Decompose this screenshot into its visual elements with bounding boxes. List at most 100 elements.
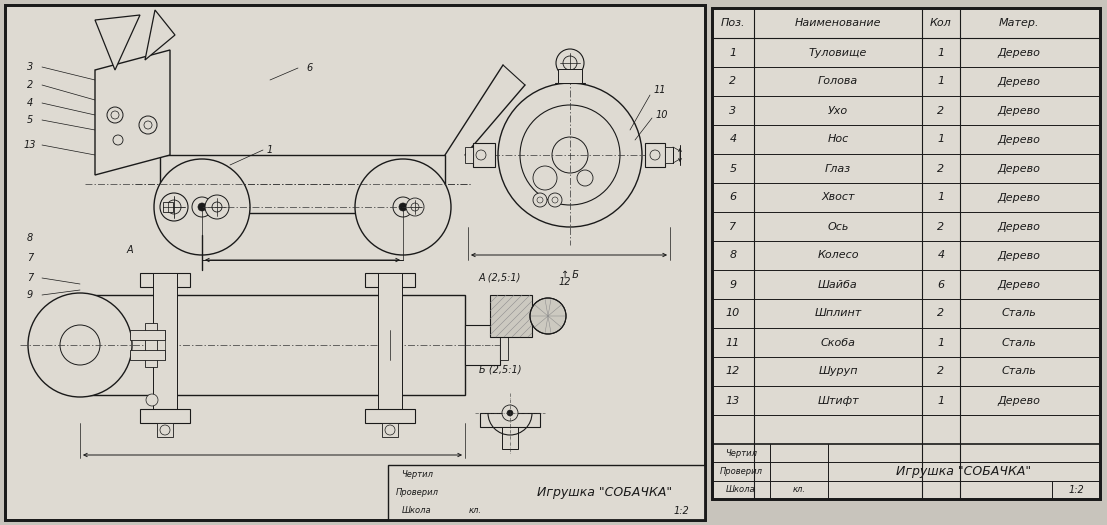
Text: 5: 5 <box>730 163 736 173</box>
Text: 6: 6 <box>730 193 736 203</box>
Circle shape <box>192 197 213 217</box>
Text: Ось: Ось <box>827 222 849 232</box>
Text: 1:2: 1:2 <box>673 506 689 516</box>
Bar <box>712 8 1100 499</box>
Text: 2: 2 <box>938 222 944 232</box>
Text: Кол: Кол <box>930 18 952 28</box>
Circle shape <box>501 405 518 421</box>
Text: Дерево: Дерево <box>997 47 1041 58</box>
Text: Дерево: Дерево <box>997 163 1041 174</box>
Text: Чертил: Чертил <box>401 470 433 479</box>
Bar <box>130 350 165 360</box>
Text: Нос: Нос <box>827 134 849 144</box>
Circle shape <box>548 193 562 207</box>
Text: Голова: Голова <box>818 77 858 87</box>
Text: 2: 2 <box>938 106 944 116</box>
Bar <box>365 273 415 287</box>
Text: Б (2,5:1): Б (2,5:1) <box>478 365 521 375</box>
Text: 13: 13 <box>23 140 37 150</box>
Bar <box>145 323 157 367</box>
Text: 7: 7 <box>730 222 736 232</box>
Circle shape <box>154 159 250 255</box>
Circle shape <box>507 410 513 416</box>
Bar <box>382 423 399 437</box>
Circle shape <box>399 203 407 211</box>
Text: 6: 6 <box>307 63 313 73</box>
Text: 11: 11 <box>654 85 666 95</box>
Text: Дерево: Дерево <box>997 106 1041 116</box>
Bar <box>365 409 415 423</box>
Polygon shape <box>95 50 170 175</box>
Text: Глаз: Глаз <box>825 163 851 173</box>
Bar <box>153 273 177 423</box>
Bar <box>377 273 402 423</box>
Circle shape <box>476 150 486 160</box>
Text: 12: 12 <box>559 277 571 287</box>
Text: Дерево: Дерево <box>997 134 1041 144</box>
Circle shape <box>107 107 123 123</box>
Text: 1: 1 <box>267 145 273 155</box>
Circle shape <box>411 203 420 211</box>
Text: 8: 8 <box>730 250 736 260</box>
Text: 7: 7 <box>27 253 33 263</box>
Bar <box>665 147 673 163</box>
Circle shape <box>552 137 588 173</box>
Circle shape <box>113 135 123 145</box>
Text: Дерево: Дерево <box>997 77 1041 87</box>
Text: 8: 8 <box>27 233 33 243</box>
Text: Дерево: Дерево <box>997 250 1041 260</box>
Text: 13: 13 <box>726 395 741 405</box>
Circle shape <box>393 197 413 217</box>
Bar <box>6 5 705 520</box>
Text: 1: 1 <box>938 193 944 203</box>
Text: 1:2: 1:2 <box>1068 485 1084 495</box>
Circle shape <box>552 197 558 203</box>
Text: Туловище: Туловище <box>809 47 867 58</box>
Bar <box>139 273 190 287</box>
Bar <box>465 147 473 163</box>
Bar <box>500 330 508 360</box>
Circle shape <box>111 111 118 119</box>
Text: 11: 11 <box>726 338 741 348</box>
Circle shape <box>532 193 547 207</box>
Circle shape <box>144 121 152 129</box>
Circle shape <box>498 83 642 227</box>
Text: Проверил: Проверил <box>720 467 763 476</box>
Text: Дерево: Дерево <box>997 193 1041 203</box>
Bar <box>80 295 465 395</box>
Text: Сталь: Сталь <box>1002 338 1036 348</box>
Text: 6: 6 <box>938 279 944 289</box>
Circle shape <box>406 198 424 216</box>
Text: ↑ Б: ↑ Б <box>561 270 579 280</box>
Text: 2: 2 <box>938 309 944 319</box>
Bar <box>157 423 173 437</box>
Bar <box>501 427 518 449</box>
Text: 1: 1 <box>938 134 944 144</box>
Circle shape <box>532 166 557 190</box>
Text: Игрушка "СОБАЧКА": Игрушка "СОБАЧКА" <box>897 465 1032 478</box>
Text: Штифт: Штифт <box>817 395 859 405</box>
Text: 2: 2 <box>938 366 944 376</box>
Text: Матер.: Матер. <box>999 18 1039 28</box>
Text: 4: 4 <box>938 250 944 260</box>
Bar <box>473 143 495 167</box>
Text: Школа: Школа <box>402 506 432 516</box>
Circle shape <box>161 425 170 435</box>
Text: Колесо: Колесо <box>817 250 859 260</box>
Circle shape <box>537 197 544 203</box>
Text: 2: 2 <box>730 77 736 87</box>
Circle shape <box>556 49 584 77</box>
Text: 9: 9 <box>27 290 33 300</box>
Text: Дерево: Дерево <box>997 279 1041 289</box>
Bar <box>387 465 705 520</box>
Text: 1: 1 <box>938 395 944 405</box>
Text: Наименование: Наименование <box>795 18 881 28</box>
Text: 4: 4 <box>730 134 736 144</box>
Text: кл.: кл. <box>793 485 806 495</box>
Text: 3: 3 <box>730 106 736 116</box>
Polygon shape <box>95 15 139 70</box>
Text: Хвост: Хвост <box>821 193 855 203</box>
Circle shape <box>205 195 229 219</box>
Circle shape <box>355 159 451 255</box>
Bar <box>130 330 165 340</box>
